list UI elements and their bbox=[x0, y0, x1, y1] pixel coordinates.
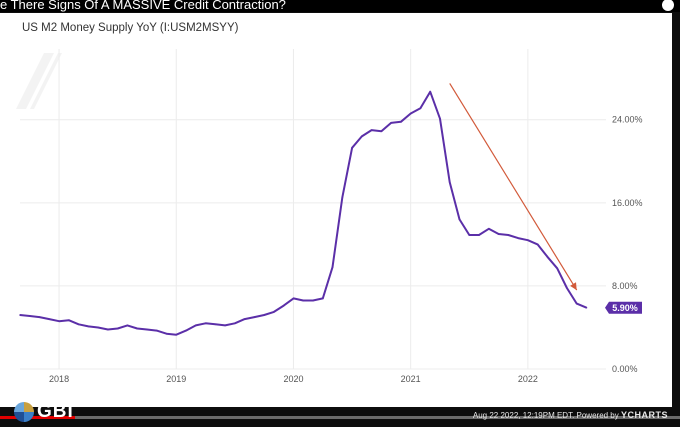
data-point bbox=[517, 237, 519, 239]
video-title: e There Signs Of A MASSIVE Credit Contra… bbox=[0, 0, 286, 12]
video-title-bar: e There Signs Of A MASSIVE Credit Contra… bbox=[0, 0, 680, 12]
data-point bbox=[87, 325, 90, 328]
chart-attribution: Aug 22 2022, 12:19PM EDT. Powered by YCH… bbox=[473, 410, 668, 420]
data-point bbox=[458, 218, 461, 221]
x-tick-label: 2021 bbox=[401, 374, 421, 384]
data-point bbox=[390, 122, 392, 124]
data-point bbox=[419, 107, 422, 110]
data-point bbox=[361, 135, 363, 138]
data-point bbox=[546, 256, 549, 258]
data-point bbox=[48, 318, 51, 320]
data-point bbox=[497, 233, 500, 235]
data-point bbox=[302, 299, 305, 302]
data-point bbox=[165, 332, 168, 335]
data-point bbox=[341, 196, 344, 199]
gbi-logo-icon bbox=[14, 402, 34, 422]
data-point bbox=[126, 324, 129, 327]
data-point bbox=[38, 316, 41, 318]
data-point bbox=[439, 117, 441, 120]
data-point bbox=[331, 266, 334, 269]
data-point bbox=[77, 323, 80, 326]
data-point bbox=[224, 324, 226, 327]
line-chart: 0.00% 8.00% 16.00% 24.00% 2018 2019 2020 2021 20… bbox=[19, 49, 643, 384]
data-point bbox=[214, 323, 217, 326]
video-progress-track[interactable] bbox=[0, 416, 680, 419]
data-point bbox=[321, 297, 324, 300]
data-point bbox=[234, 322, 236, 325]
data-point bbox=[146, 328, 148, 331]
data-point bbox=[468, 234, 471, 236]
data-point bbox=[136, 327, 138, 330]
data-point bbox=[253, 316, 256, 318]
data-point bbox=[58, 320, 60, 323]
data-point bbox=[312, 299, 314, 302]
data-point bbox=[527, 239, 529, 242]
data-point bbox=[575, 302, 578, 305]
data-point bbox=[351, 146, 353, 149]
data-point bbox=[585, 306, 588, 309]
y-tick-label: 16.00% bbox=[612, 198, 643, 208]
y-tick-label: 0.00% bbox=[612, 364, 638, 374]
data-point bbox=[400, 121, 402, 123]
y-tick-label: 8.00% bbox=[612, 281, 638, 291]
last-value-badge bbox=[605, 301, 642, 314]
data-point bbox=[429, 90, 432, 93]
y-tick-label: 24.00% bbox=[612, 115, 643, 125]
data-point bbox=[370, 129, 373, 131]
data-point bbox=[116, 327, 119, 330]
video-progress-fill bbox=[0, 416, 75, 419]
data-point bbox=[507, 234, 510, 236]
data-point bbox=[155, 329, 158, 332]
data-point bbox=[175, 333, 178, 336]
data-point bbox=[195, 324, 197, 327]
x-tick-label: 2020 bbox=[283, 374, 303, 384]
data-point bbox=[448, 181, 451, 183]
gbi-logo: GBI bbox=[14, 400, 74, 424]
x-tick-label: 2022 bbox=[518, 374, 538, 384]
gbi-logo-text: GBI bbox=[37, 401, 74, 422]
watermark-logo-icon bbox=[16, 53, 62, 109]
annotation-arrow-line bbox=[449, 83, 578, 291]
data-point bbox=[478, 234, 480, 236]
data-point bbox=[282, 304, 285, 307]
last-value-label: 5.90% bbox=[612, 303, 638, 313]
data-point bbox=[243, 318, 246, 320]
chart-title: US M2 Money Supply YoY (I:USM2MSYY) bbox=[22, 22, 239, 34]
attribution-text: Aug 22 2022, 12:19PM EDT. Powered by bbox=[472, 411, 621, 420]
ycharts-brand: YCHARTS bbox=[620, 410, 668, 420]
x-tick-label: 2019 bbox=[166, 374, 186, 384]
data-point bbox=[536, 243, 539, 246]
watch-later-icon[interactable] bbox=[662, 0, 674, 11]
data-point bbox=[68, 319, 70, 321]
data-point bbox=[292, 297, 295, 300]
data-point bbox=[488, 227, 490, 230]
data-point bbox=[409, 112, 412, 115]
data-point bbox=[273, 311, 275, 313]
data-point bbox=[97, 326, 99, 329]
data-point bbox=[566, 287, 568, 289]
chart-panel: US M2 Money Supply YoY (I:USM2MSYY) 0.00… bbox=[0, 13, 672, 407]
x-tick-label: 2018 bbox=[49, 374, 69, 384]
data-point bbox=[28, 315, 31, 317]
data-point bbox=[185, 329, 187, 332]
annotation-arrow-head bbox=[570, 282, 577, 291]
data-point bbox=[263, 314, 265, 316]
data-point bbox=[107, 328, 109, 331]
data-point bbox=[380, 130, 383, 132]
data-point bbox=[204, 322, 207, 325]
series-line bbox=[19, 90, 587, 336]
data-point bbox=[19, 314, 21, 316]
data-point bbox=[556, 267, 558, 270]
